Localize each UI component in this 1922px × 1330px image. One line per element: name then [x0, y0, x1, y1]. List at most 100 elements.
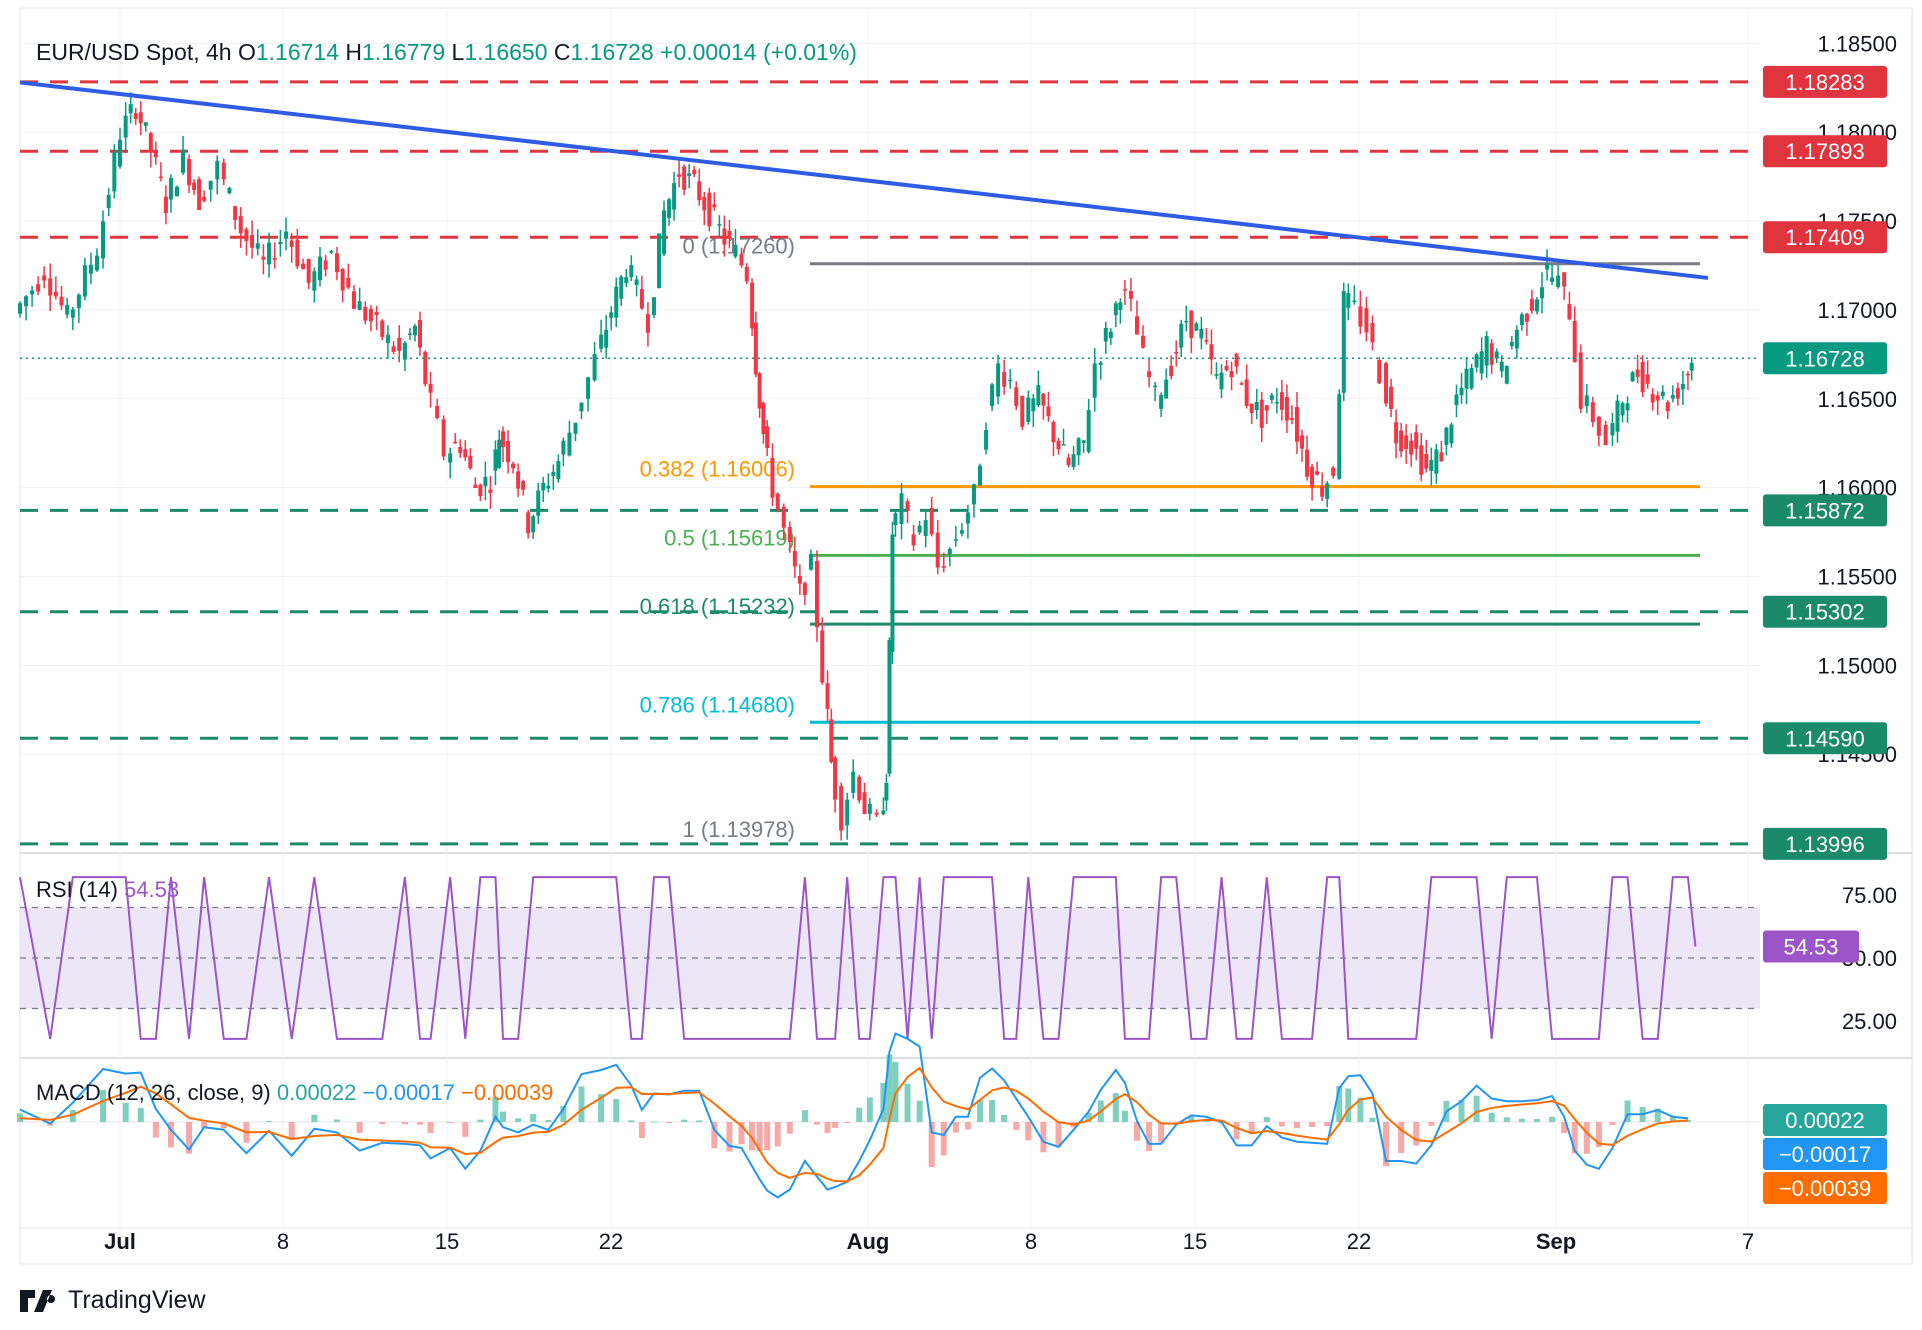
candle-down — [1041, 393, 1046, 406]
candle-up — [1660, 391, 1665, 397]
macd-histogram-bar — [756, 1122, 763, 1151]
macd-histogram-bar — [1609, 1122, 1616, 1126]
candle-up — [412, 325, 417, 336]
macd-legend-part: MACD (12, 26, close, 9) — [36, 1080, 277, 1105]
candle-up — [1036, 385, 1041, 406]
candle-down — [1567, 304, 1572, 320]
macd-histogram-bar — [1112, 1093, 1119, 1122]
candle-down — [1364, 308, 1369, 333]
macd-value-badge — [1763, 1138, 1887, 1170]
tradingview-brand[interactable]: TradingView — [20, 1286, 206, 1315]
candle-up — [1670, 395, 1675, 399]
candle-up — [1499, 361, 1504, 372]
time-tick-label: 22 — [599, 1229, 623, 1254]
candle-down — [1046, 406, 1051, 417]
macd-histogram-bar — [311, 1114, 318, 1122]
candle-down — [1409, 440, 1414, 455]
candle-down — [781, 506, 786, 528]
candle-up — [579, 402, 584, 412]
time-tick-label: Aug — [847, 1229, 890, 1254]
candle-up — [672, 183, 677, 210]
candle-up — [624, 277, 629, 284]
candle-down — [506, 440, 511, 463]
candle-down — [639, 289, 644, 309]
macd-histogram-bar — [1025, 1122, 1032, 1141]
candle-up — [106, 194, 111, 209]
candle-down — [1590, 402, 1595, 423]
candle-up — [65, 304, 70, 315]
candle-down — [1384, 363, 1389, 404]
candle-down — [1320, 485, 1325, 497]
candle-down — [1141, 335, 1146, 348]
candle-up — [1584, 395, 1589, 407]
candle-down — [1603, 424, 1608, 446]
candle-down — [1249, 403, 1254, 414]
candle-down — [1294, 406, 1299, 442]
ohlc-legend-part: +0.00014 (+0.01%) — [660, 39, 857, 65]
macd-histogram-bar — [1488, 1112, 1495, 1122]
candle-up — [128, 104, 133, 114]
candle-up — [123, 115, 128, 138]
ohlc-legend-part: O — [238, 39, 256, 65]
candle-up — [1550, 277, 1555, 282]
candle-up — [662, 210, 667, 255]
macd-value-label: 0.00022 — [1785, 1108, 1865, 1133]
time-tick-label: 8 — [1025, 1229, 1037, 1254]
candle-down — [722, 228, 727, 245]
level-price-label: 1.17893 — [1785, 139, 1865, 164]
macd-histogram-bar — [749, 1122, 756, 1151]
level-price-label: 1.15302 — [1785, 600, 1865, 625]
macd-histogram-bar — [977, 1099, 983, 1122]
candle-down — [306, 259, 311, 283]
candle-down — [645, 314, 650, 333]
rsi-line — [19, 876, 1697, 1040]
macd-histogram-bar — [1473, 1095, 1480, 1122]
candle-down — [197, 179, 202, 211]
macd-histogram-bar — [1146, 1122, 1153, 1152]
macd-histogram-bar — [1624, 1100, 1631, 1122]
candle-down — [1655, 395, 1660, 401]
candle-down — [692, 169, 697, 175]
candle-up — [717, 224, 722, 226]
macd-histogram-bar — [186, 1122, 193, 1154]
macd-histogram-bar — [650, 1121, 657, 1123]
candle-down — [1310, 466, 1315, 488]
candle-up — [634, 279, 639, 285]
candle-up — [312, 271, 317, 291]
candle-down — [1189, 310, 1194, 339]
candle-down — [1675, 388, 1680, 399]
rsi-value-badge — [1763, 930, 1859, 963]
candle-up — [448, 453, 453, 463]
macd-histogram-bar — [515, 1118, 522, 1122]
candle-up — [1254, 401, 1259, 411]
candle-up — [483, 476, 488, 487]
candle-down — [511, 463, 516, 469]
candle-up — [1474, 354, 1479, 368]
time-tick-label: 15 — [1183, 1229, 1207, 1254]
candle-up — [656, 233, 661, 289]
fib-level-label: 0 (1.17260) — [682, 234, 795, 259]
candle-down — [839, 785, 844, 831]
candle-down — [323, 260, 328, 270]
candle-up — [1214, 374, 1219, 376]
level-price-label: 1.17409 — [1785, 225, 1865, 250]
candle-down — [478, 484, 483, 497]
macd-histogram-bar — [681, 1119, 688, 1122]
candle-up — [1159, 394, 1164, 409]
fib-level-label: 0.5 (1.15619) — [664, 525, 795, 550]
descending-trendline — [19, 80, 1709, 280]
candle-down — [374, 311, 379, 315]
candle-up — [1098, 362, 1103, 365]
candle-up — [947, 548, 952, 554]
candle-up — [1008, 379, 1013, 382]
macd-histogram-bar — [726, 1122, 733, 1152]
macd-histogram-bar — [288, 1122, 295, 1139]
candle-up — [318, 256, 322, 281]
macd-histogram-bar — [1413, 1122, 1420, 1146]
candle-down — [138, 112, 143, 124]
macd-histogram-bar — [666, 1122, 673, 1123]
candle-up — [619, 276, 624, 299]
candle-up — [1061, 444, 1066, 446]
ohlc-legend-part: 1.16650 — [464, 39, 554, 65]
